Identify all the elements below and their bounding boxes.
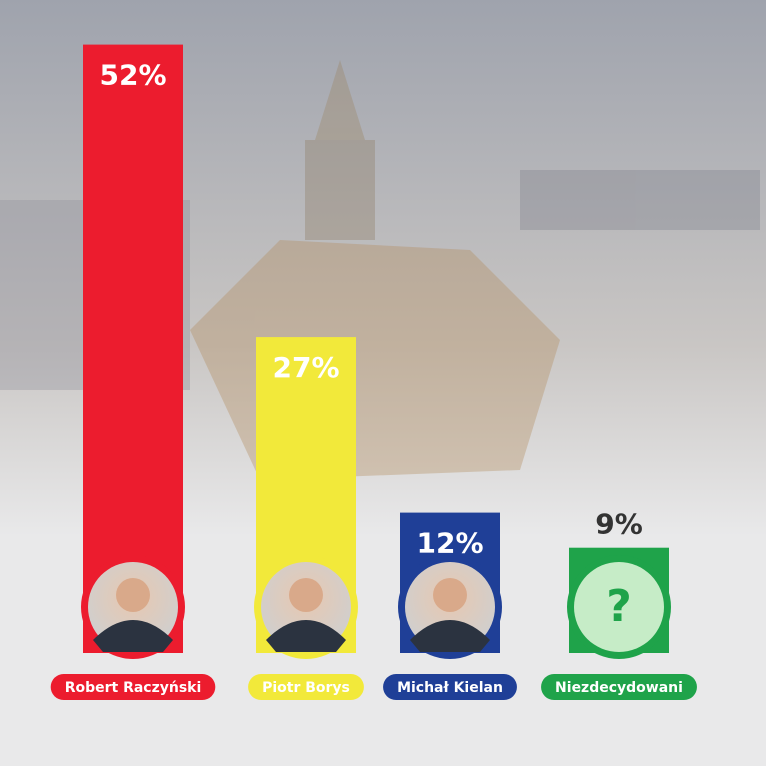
portrait-head (433, 578, 467, 612)
portrait-suit (410, 620, 490, 652)
name-pill (383, 674, 517, 700)
value-label: 12% (416, 527, 483, 560)
bar (83, 44, 183, 654)
value-label: 52% (99, 59, 166, 92)
portrait (574, 562, 664, 652)
x-tick-label: Michał Kielan (397, 680, 503, 696)
question-mark: ? (606, 581, 632, 632)
x-tick-label: Niezdecydowani (555, 680, 683, 696)
name-pill (50, 674, 216, 700)
portrait-head (289, 578, 323, 612)
name-pill (248, 674, 364, 700)
value-label: 27% (272, 351, 339, 384)
portrait-suit (266, 620, 346, 652)
value-label: 9% (595, 508, 643, 541)
name-pill (541, 674, 697, 700)
x-tick-label: Robert Raczyński (65, 680, 202, 696)
portrait-head (116, 578, 150, 612)
portrait-suit (93, 620, 173, 652)
x-tick-label: Piotr Borys (262, 680, 350, 696)
